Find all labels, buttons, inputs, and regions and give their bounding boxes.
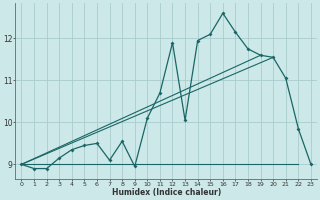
X-axis label: Humidex (Indice chaleur): Humidex (Indice chaleur) <box>112 188 221 197</box>
